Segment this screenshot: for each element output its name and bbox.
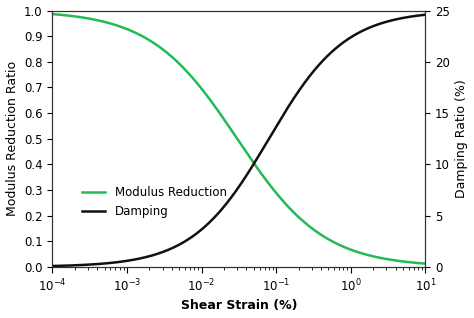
Damping xyxy=(411,14,417,18)
Line: Modulus Reduction: Modulus Reduction xyxy=(53,14,425,264)
Modulus Reduction xyxy=(231,132,237,135)
Y-axis label: Modulus Reduction Ratio: Modulus Reduction Ratio xyxy=(6,61,18,216)
Y-axis label: Damping Ratio (%): Damping Ratio (%) xyxy=(456,79,468,198)
Modulus Reduction xyxy=(50,12,55,16)
Modulus Reduction xyxy=(422,262,428,266)
Legend: Modulus Reduction, Damping: Modulus Reduction, Damping xyxy=(77,181,231,223)
Damping xyxy=(422,13,428,17)
Damping xyxy=(231,192,237,196)
Damping xyxy=(343,38,349,42)
Damping xyxy=(411,14,417,18)
Damping xyxy=(50,264,55,268)
Damping xyxy=(69,264,74,267)
Modulus Reduction xyxy=(411,261,417,265)
Modulus Reduction xyxy=(411,261,417,265)
X-axis label: Shear Strain (%): Shear Strain (%) xyxy=(181,300,297,313)
Damping xyxy=(221,205,227,209)
Modulus Reduction xyxy=(69,14,74,18)
Line: Damping: Damping xyxy=(53,15,425,266)
Modulus Reduction xyxy=(343,246,349,250)
Modulus Reduction xyxy=(221,117,227,121)
